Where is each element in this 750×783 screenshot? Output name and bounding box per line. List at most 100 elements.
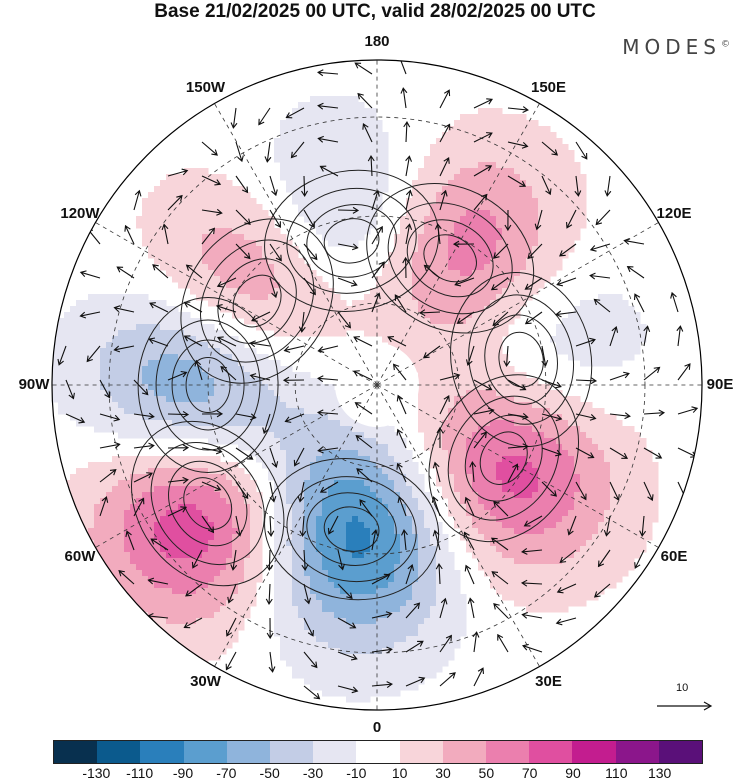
wind-arrow <box>194 359 203 381</box>
wind-arrow <box>216 336 237 347</box>
wind-arrow <box>148 337 169 347</box>
wind-arrow <box>670 291 679 313</box>
wind-arrow <box>541 447 562 457</box>
wind-arrow <box>676 325 684 347</box>
wind-arrow <box>556 583 577 594</box>
wind-arrow <box>405 602 421 619</box>
wind-arrow <box>677 447 697 458</box>
polar-map[interactable] <box>0 0 750 740</box>
wind-arrow <box>439 157 450 177</box>
wind-arrow <box>609 481 620 501</box>
wind-arrow <box>65 379 75 400</box>
contour-line <box>323 506 380 552</box>
wind-arrow <box>133 497 145 517</box>
wind-arrow <box>266 549 273 572</box>
graticule <box>52 60 702 710</box>
wind-arrow <box>643 366 661 381</box>
wind-arrow <box>283 345 305 353</box>
wind-arrow <box>269 175 278 197</box>
wind-arrow <box>116 266 135 279</box>
wind-arrow <box>371 611 393 619</box>
wind-arrow <box>220 365 237 381</box>
meridian-line <box>376 76 556 385</box>
contour-line <box>406 219 494 298</box>
wind-arrow <box>534 209 543 231</box>
colorbar-tick-label: -110 <box>126 765 154 781</box>
wind-arrow <box>317 69 339 77</box>
wind-arrow <box>337 617 357 629</box>
wind-arrow <box>465 345 475 367</box>
wind-arrow <box>643 409 666 417</box>
wind-arrow <box>249 340 271 348</box>
meridian-line <box>198 76 378 385</box>
wind-arrow <box>337 311 352 329</box>
wind-arrow <box>353 336 373 347</box>
wind-arrow <box>317 345 339 353</box>
contour-line <box>450 272 593 448</box>
wind-arrow <box>555 617 577 626</box>
wind-arrow <box>493 603 509 619</box>
wind-arrow <box>524 277 543 290</box>
wind-arrow <box>589 272 611 280</box>
longitude-label: 0 <box>372 719 382 736</box>
wind-arrow <box>297 481 305 503</box>
wind-arrow <box>396 394 407 415</box>
wind-arrow <box>401 529 408 551</box>
wind-arrow <box>133 412 155 420</box>
wind-arrow <box>235 209 251 226</box>
wind-arrow <box>303 277 316 296</box>
wind-arrow <box>167 370 188 381</box>
wind-arrow <box>269 447 279 468</box>
wind-arrow <box>497 633 509 653</box>
wind-arrow <box>566 209 577 229</box>
colorbar-swatch <box>399 741 443 763</box>
wind-arrow <box>317 446 339 454</box>
wind-arrow <box>249 373 271 381</box>
wind-arrow <box>403 120 411 143</box>
wind-arrow <box>167 194 183 211</box>
wind-arrow <box>402 256 410 279</box>
wind-arrow <box>152 264 169 279</box>
colorbar-ticks: -130 -110 -90 -70 -50 -30 -10 10 30 50 70 90 110 130 <box>0 765 750 783</box>
wind-arrow <box>99 469 117 483</box>
wind-arrow <box>299 515 307 538</box>
wind-arrow <box>133 442 155 450</box>
wind-arrow <box>507 413 529 420</box>
longitude-label: 30E <box>535 673 562 691</box>
wind-arrow <box>524 311 543 325</box>
wind-arrow <box>290 141 305 159</box>
wind-arrow <box>230 107 238 129</box>
wind-arrow <box>285 107 305 119</box>
wind-arrow <box>262 413 271 435</box>
wind-arrow <box>387 336 407 347</box>
colorbar-tick-label: -90 <box>172 765 194 781</box>
wind-arrow <box>201 175 222 186</box>
wind-arrow <box>541 345 549 367</box>
wind-arrow <box>473 379 493 391</box>
wind-arrow <box>575 447 595 459</box>
wind-arrow <box>469 461 477 483</box>
wind-arrow <box>405 563 415 585</box>
wind-arrow <box>541 141 559 156</box>
wind-arrow <box>317 375 339 383</box>
wind-arrow <box>201 141 218 156</box>
colorbar-swatch <box>529 741 573 763</box>
longitude-label: 60E <box>660 547 688 565</box>
wind-arrow <box>521 547 543 555</box>
wind-arrow <box>454 277 475 287</box>
wind-arrow <box>507 379 527 391</box>
wind-arrow <box>185 583 203 597</box>
wind-arrow <box>337 206 360 214</box>
wind-arrow <box>593 583 611 598</box>
contour-line <box>306 492 397 566</box>
wind-arrow <box>337 549 345 571</box>
contour-line <box>150 442 265 566</box>
wind-arrow <box>86 227 101 245</box>
wind-arrow <box>593 298 611 313</box>
wind-arrow <box>522 643 543 653</box>
wind-arrow <box>317 135 339 143</box>
wind-arrow <box>337 651 358 661</box>
wind-arrow <box>541 413 563 422</box>
wind-arrow <box>215 304 237 313</box>
wind-arrow <box>57 345 67 366</box>
